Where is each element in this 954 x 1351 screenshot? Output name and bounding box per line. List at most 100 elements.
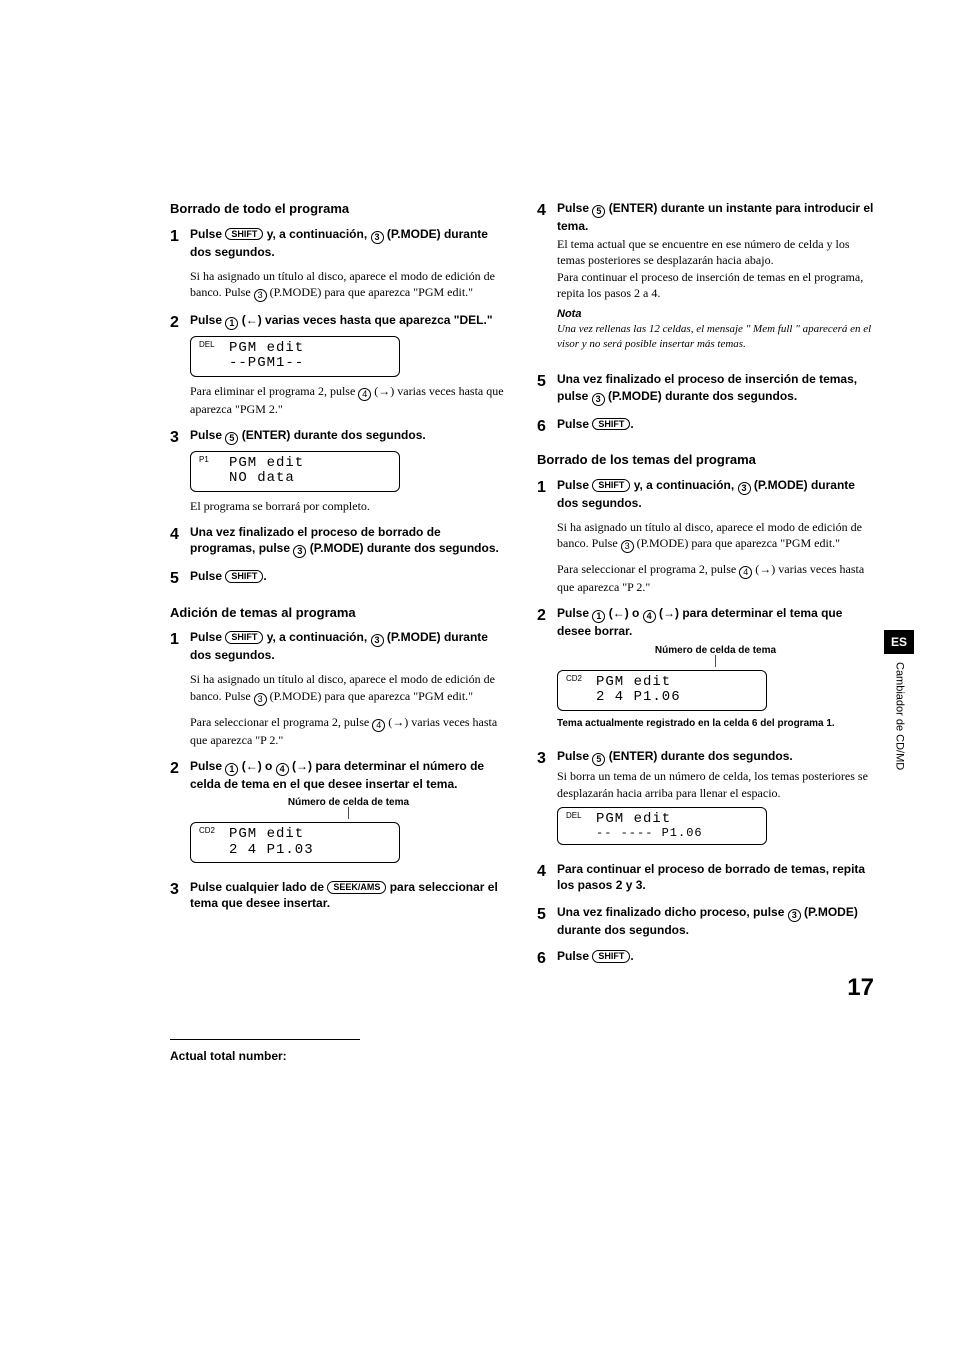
button-4-icon: 4 — [276, 763, 289, 776]
step-number: 4 — [537, 861, 557, 893]
sec1-step3: 3 Pulse 5 (ENTER) durante dos segundos. … — [170, 427, 507, 514]
button-3-icon: 3 — [788, 909, 801, 922]
sec3-step6: 6 Pulse SHIFT. — [537, 948, 874, 970]
step-detail: Para eliminar el programa 2, pulse 4 (→)… — [190, 383, 507, 417]
button-1-icon: 1 — [225, 763, 238, 776]
step-number: 1 — [170, 629, 190, 748]
footer-divider — [170, 1039, 360, 1040]
step-number: 6 — [537, 416, 557, 438]
button-5-icon: 5 — [592, 753, 605, 766]
button-5-icon: 5 — [592, 205, 605, 218]
step-number: 5 — [170, 568, 190, 590]
sec3-step5: 5 Una vez finalizado dicho proceso, puls… — [537, 904, 874, 938]
step-text: Pulse 5 (ENTER) durante dos segundos. — [557, 748, 874, 766]
button-1-icon: 1 — [225, 317, 238, 330]
step-detail: Si ha asignado un título al disco, apare… — [190, 671, 507, 705]
button-3-icon: 3 — [254, 289, 267, 302]
button-4-icon: 4 — [358, 388, 371, 401]
step-number: 1 — [537, 477, 557, 596]
step-text: Pulse 1 (←) o 4 (→) para determinar el t… — [557, 605, 874, 639]
step-text: Pulse SHIFT. — [557, 416, 874, 432]
button-3-icon: 3 — [592, 393, 605, 406]
step-number: 2 — [170, 758, 190, 869]
step-number: 6 — [537, 948, 557, 970]
step-number: 3 — [170, 427, 190, 514]
step-detail: Si ha asignado un título al disco, apare… — [190, 268, 507, 302]
side-tab: ES Cambiador de CD/MD — [884, 630, 914, 770]
step-number: 3 — [537, 748, 557, 851]
step-detail: Si ha asignado un título al disco, apare… — [557, 519, 874, 553]
lang-badge: ES — [884, 630, 914, 654]
sec1-step2: 2 Pulse 1 (←) varias veces hasta que apa… — [170, 312, 507, 417]
sec2-step3: 3 Pulse cualquier lado de SEEK/AMS para … — [170, 879, 507, 911]
step-text: Pulse SHIFT y, a continuación, 3 (P.MODE… — [190, 629, 507, 663]
lcd-display: CD2 PGM edit 2 4 P1.03 — [190, 822, 400, 863]
step-text: Pulse SHIFT. — [190, 568, 507, 584]
sec3-step3: 3 Pulse 5 (ENTER) durante dos segundos. … — [537, 748, 874, 851]
step-text: Pulse SHIFT y, a continuación, 3 (P.MODE… — [190, 226, 507, 260]
shift-button-icon: SHIFT — [592, 479, 630, 492]
sec3-step2: 2 Pulse 1 (←) o 4 (→) para determinar el… — [537, 605, 874, 738]
button-3-icon: 3 — [738, 482, 751, 495]
shift-button-icon: SHIFT — [225, 228, 263, 241]
sec2-step5: 5 Una vez finalizado el proceso de inser… — [537, 371, 874, 405]
heading-erase-tracks: Borrado de los temas del programa — [537, 451, 874, 469]
step-text: Para continuar el proceso de borrado de … — [557, 861, 874, 893]
section-label: Cambiador de CD/MD — [892, 662, 907, 770]
step-text: Pulse SHIFT. — [557, 948, 874, 964]
step-detail: Para seleccionar el programa 2, pulse 4 … — [190, 714, 507, 748]
shift-button-icon: SHIFT — [592, 418, 630, 431]
sec2-step6: 6 Pulse SHIFT. — [537, 416, 874, 438]
sec1-step5: 5 Pulse SHIFT. — [170, 568, 507, 590]
footer-label: Actual total number: — [170, 1048, 874, 1064]
sec3-step4: 4 Para continuar el proceso de borrado d… — [537, 861, 874, 893]
button-3-icon: 3 — [371, 231, 384, 244]
page-number: 17 — [847, 972, 874, 1004]
pointer-line: │ — [190, 811, 507, 816]
button-3-icon: 3 — [293, 545, 306, 558]
button-4-icon: 4 — [372, 719, 385, 732]
step-number: 2 — [170, 312, 190, 417]
pointer-line: │ — [557, 659, 874, 664]
sec1-step4: 4 Una vez finalizado el proceso de borra… — [170, 524, 507, 558]
step-number: 4 — [537, 200, 557, 361]
step-text: Una vez finalizado el proceso de borrado… — [190, 524, 507, 558]
step-text: Pulse 5 (ENTER) durante dos segundos. — [190, 427, 507, 445]
step-number: 2 — [537, 605, 557, 738]
lcd-display: P1 PGM edit NO data — [190, 451, 400, 492]
step-text: Pulse 1 (←) varias veces hasta que apare… — [190, 312, 507, 330]
note-body: Una vez rellenas las 12 celdas, el mensa… — [557, 322, 874, 352]
note-title: Nota — [557, 307, 874, 322]
heading-erase-program: Borrado de todo el programa — [170, 200, 507, 218]
button-5-icon: 5 — [225, 432, 238, 445]
step-number: 5 — [537, 371, 557, 405]
button-3-icon: 3 — [254, 693, 267, 706]
button-1-icon: 1 — [592, 610, 605, 623]
step-text: Pulse 1 (←) o 4 (→) para determinar el n… — [190, 758, 507, 792]
sec3-step1: 1 Pulse SHIFT y, a continuación, 3 (P.MO… — [537, 477, 874, 596]
left-column: Borrado de todo el programa 1 Pulse SHIF… — [170, 200, 507, 979]
step-text: Pulse cualquier lado de SEEK/AMS para se… — [190, 879, 507, 911]
step-number: 4 — [170, 524, 190, 558]
lcd-display: DEL PGM edit --PGM1-- — [190, 336, 400, 377]
step-text: Una vez finalizado el proceso de inserci… — [557, 371, 874, 405]
heading-add-tracks: Adición de temas al programa — [170, 604, 507, 622]
sec2-step1: 1 Pulse SHIFT y, a continuación, 3 (P.MO… — [170, 629, 507, 748]
button-3-icon: 3 — [371, 634, 384, 647]
step-number: 1 — [170, 226, 190, 302]
lcd-display: DEL PGM edit -- ---- P1.06 — [557, 807, 767, 846]
button-4-icon: 4 — [739, 566, 752, 579]
sec2-step2: 2 Pulse 1 (←) o 4 (→) para determinar el… — [170, 758, 507, 869]
step-number: 3 — [170, 879, 190, 911]
seekams-button-icon: SEEK/AMS — [327, 881, 386, 894]
sec2-step4: 4 Pulse 5 (ENTER) durante un instante pa… — [537, 200, 874, 361]
step-text: Pulse SHIFT y, a continuación, 3 (P.MODE… — [557, 477, 874, 511]
right-column: 4 Pulse 5 (ENTER) durante un instante pa… — [537, 200, 874, 979]
shift-button-icon: SHIFT — [592, 950, 630, 963]
step-detail: Si borra un tema de un número de celda, … — [557, 768, 874, 800]
step-text: Una vez finalizado dicho proceso, pulse … — [557, 904, 874, 938]
lcd-caption-below: Tema actualmente registrado en la celda … — [557, 717, 874, 731]
shift-button-icon: SHIFT — [225, 570, 263, 583]
step-detail: El tema actual que se encuentre en ese n… — [557, 236, 874, 301]
shift-button-icon: SHIFT — [225, 631, 263, 644]
